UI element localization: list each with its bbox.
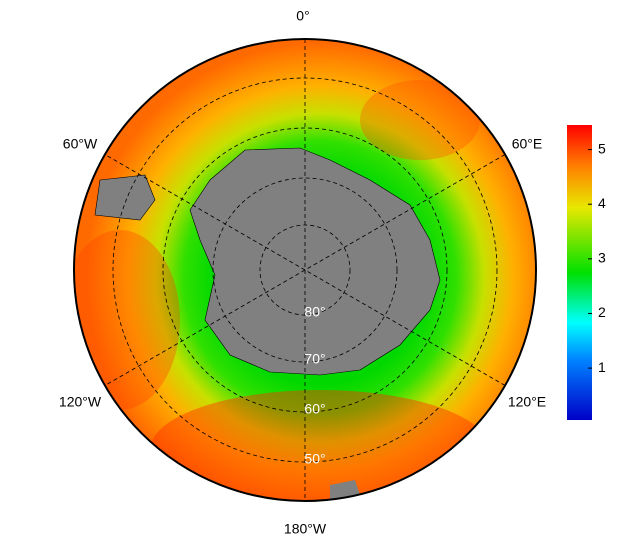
colorbar-tick-label: 2 <box>598 304 606 320</box>
colorbar-tick-label: 5 <box>598 140 606 156</box>
parallel <box>162 127 448 413</box>
colorbar <box>567 125 592 420</box>
longitude-label: 0° <box>296 8 309 24</box>
graticule <box>104 39 506 501</box>
colorbar-tick-label: 3 <box>598 250 606 266</box>
parallel <box>212 177 398 363</box>
parallel <box>259 224 351 316</box>
longitude-label: 180°W <box>284 521 327 537</box>
longitude-label: 60°E <box>512 136 543 152</box>
latitude-label: 50° <box>304 451 325 467</box>
latitude-label: 60° <box>304 401 325 417</box>
colorbar-tick-label: 4 <box>598 195 606 211</box>
longitude-label: 60°W <box>63 136 98 152</box>
parallel <box>112 77 498 463</box>
latitude-label: 80° <box>304 304 325 320</box>
meridian <box>104 154 506 386</box>
longitude-label: 120°E <box>508 394 546 410</box>
longitude-label: 120°W <box>59 394 102 410</box>
colorbar-tick-label: 1 <box>598 359 606 375</box>
latitude-label: 70° <box>304 351 325 367</box>
